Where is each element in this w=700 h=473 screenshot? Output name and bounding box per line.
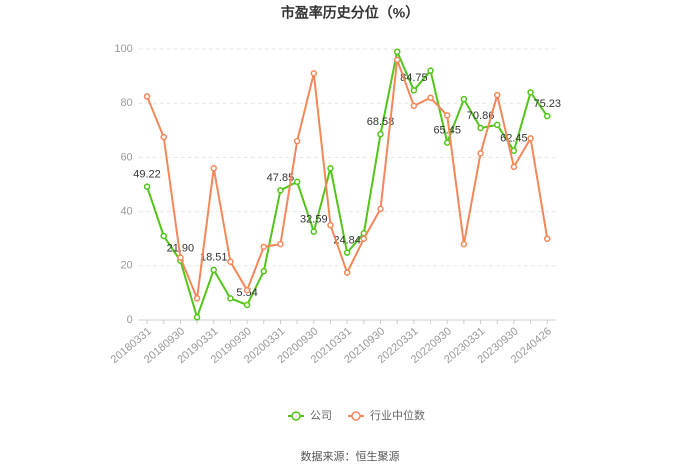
data-point xyxy=(544,235,551,242)
y-tick-label: 80 xyxy=(120,97,132,109)
data-point xyxy=(227,258,234,265)
data-point xyxy=(327,221,334,229)
data-point xyxy=(510,147,518,155)
data-point xyxy=(277,240,284,248)
data-point xyxy=(227,295,234,302)
data-point xyxy=(210,266,217,274)
data-label: 24.84 xyxy=(333,235,361,247)
data-point xyxy=(327,164,334,172)
data-point xyxy=(193,295,201,302)
data-point xyxy=(343,249,351,256)
data-point xyxy=(410,102,418,110)
source: 数据来源：恒生聚源 xyxy=(301,449,400,463)
data-point xyxy=(443,112,451,119)
data-label: 18.51 xyxy=(200,252,228,264)
data-point xyxy=(393,48,401,55)
data-point xyxy=(360,235,368,242)
data-point xyxy=(427,67,434,74)
y-tick-label: 40 xyxy=(120,206,132,218)
data-label: 65.45 xyxy=(433,125,461,137)
data-point xyxy=(477,150,484,157)
data-point xyxy=(310,70,318,77)
data-point xyxy=(493,121,501,129)
data-point xyxy=(343,269,351,276)
data-label: 84.75 xyxy=(400,72,428,84)
data-point xyxy=(544,112,551,120)
data-point xyxy=(493,91,501,99)
legend-label: 公司 xyxy=(310,410,332,422)
data-label: 75.23 xyxy=(533,98,561,110)
data-point xyxy=(377,205,384,213)
data-point xyxy=(393,56,401,64)
data-point xyxy=(443,139,451,146)
data-point xyxy=(143,93,151,100)
data-point xyxy=(243,286,251,294)
data-point xyxy=(460,240,468,248)
data-point xyxy=(177,254,184,261)
data-label: 32.59 xyxy=(300,214,328,226)
data-point xyxy=(143,183,151,190)
data-label: 70.86 xyxy=(467,110,495,122)
data-point xyxy=(160,232,167,240)
data-point xyxy=(210,164,217,172)
data-point xyxy=(277,187,284,194)
legend-marker xyxy=(291,411,301,421)
data-label: 47.85 xyxy=(267,172,295,184)
data-point xyxy=(427,94,434,102)
data-point xyxy=(460,95,468,103)
data-point xyxy=(527,135,534,142)
data-point xyxy=(310,228,318,235)
series-line xyxy=(146,48,549,321)
chart-title: 市盈率历史分位（%） xyxy=(281,5,419,21)
data-point xyxy=(243,301,251,309)
y-tick-label: 60 xyxy=(120,151,132,163)
data-point xyxy=(410,87,418,94)
data-point xyxy=(160,133,167,141)
data-point xyxy=(293,137,301,145)
data-point xyxy=(527,89,534,96)
legend-label: 行业中位数 xyxy=(370,408,425,422)
data-point xyxy=(477,124,484,132)
y-tick-label: 20 xyxy=(120,260,132,272)
data-point xyxy=(377,130,384,138)
legend-marker xyxy=(351,411,361,421)
data-point xyxy=(193,314,201,321)
data-label: 62.45 xyxy=(500,133,528,145)
data-point xyxy=(260,267,268,275)
data-label: 49.22 xyxy=(133,169,161,181)
y-tick-label: 100 xyxy=(114,43,132,55)
y-tick-label: 0 xyxy=(127,314,133,326)
data-label: 68.58 xyxy=(367,116,395,128)
data-point xyxy=(260,243,268,251)
data-point xyxy=(510,163,518,171)
data-label: 21.90 xyxy=(167,243,195,255)
data-point xyxy=(293,178,301,186)
